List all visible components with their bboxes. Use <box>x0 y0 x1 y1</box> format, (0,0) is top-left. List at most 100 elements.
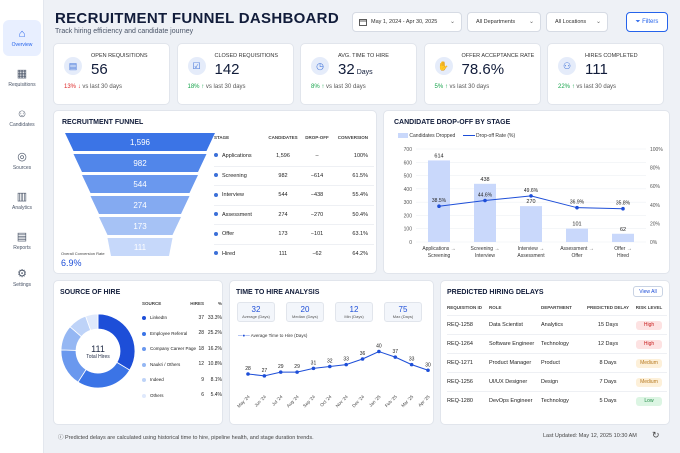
funnel-segment[interactable] <box>65 133 215 151</box>
cell-text: 33.3% <box>207 314 222 321</box>
risk-badge: High <box>636 320 662 330</box>
date-range-picker[interactable]: May 1, 2024 - Apr 30, 2025 ⌄ <box>352 12 462 32</box>
legend-line-icon: —●— <box>238 333 250 338</box>
tth-point[interactable] <box>426 368 430 373</box>
rate-point[interactable] <box>437 204 441 208</box>
rate-point[interactable] <box>575 205 579 210</box>
arrow-up-icon: ↑ <box>444 84 448 90</box>
tth-point[interactable] <box>295 370 299 374</box>
department-select[interactable]: All Departments ⌄ <box>467 12 541 32</box>
y2-tick-label: 100% <box>650 147 663 153</box>
sidebar-item-settings[interactable]: ⚙ Settings <box>3 260 41 296</box>
funnel-segment[interactable] <box>82 175 198 193</box>
date-range-label: May 1, 2024 - Apr 30, 2025 <box>371 19 438 25</box>
sidebar-item-analytics[interactable]: ▥ Analytics <box>3 183 41 219</box>
stage-dot-icon <box>214 153 218 158</box>
view-all-button[interactable]: View All <box>633 286 663 297</box>
x-tick-label: Offer <box>571 253 582 259</box>
tth-point[interactable] <box>262 374 267 378</box>
filter-icon: ⏷ <box>635 19 643 25</box>
tth-point[interactable] <box>278 370 283 374</box>
location-label: All Locations <box>555 19 587 25</box>
cell-text: Hired <box>222 250 236 257</box>
legend-line-swatch <box>462 135 475 137</box>
funnel-segment[interactable] <box>107 238 173 256</box>
tth-point[interactable] <box>393 355 398 359</box>
bar-value-label: 101 <box>572 222 581 228</box>
kpi-change-note: vs last 30 days <box>576 84 617 90</box>
dropoff-bar[interactable] <box>612 233 634 242</box>
table-row[interactable]: REQ-1280 DevOps Engineer Technology 5 Days L… <box>447 391 667 410</box>
table-row[interactable]: REQ-1256 UI/UX Designer Design 7 Days Medium <box>447 372 667 391</box>
tth-point[interactable] <box>360 357 365 361</box>
kpi-value: 142 <box>215 61 240 78</box>
sidebar-item-requisitions[interactable]: ▦ Requisitions <box>3 60 41 96</box>
tth-point[interactable] <box>409 362 414 367</box>
rate-point[interactable] <box>483 198 487 203</box>
cell-text: 28 <box>198 330 204 337</box>
table-cell: UI/UX Designer <box>489 379 528 385</box>
sidebar-item-candidates[interactable]: ☺ Candidates <box>3 100 41 136</box>
dropoff-title: CANDIDATE DROP-OFF BY STAGE <box>394 119 511 126</box>
donut-slice[interactable] <box>77 361 131 389</box>
funnel-value: 1,596 <box>130 138 151 147</box>
footer-note-text: Predicted delays are calculated using hi… <box>65 435 314 441</box>
dropoff-bar[interactable] <box>520 206 542 242</box>
table-cell: Medium <box>631 358 667 368</box>
stage-cell: Applications <box>214 153 266 159</box>
cell-text: 173 <box>278 231 288 238</box>
bar-value-label: 270 <box>526 199 535 205</box>
delays-title: PREDICTED HIRING DELAYS <box>447 289 544 296</box>
bar-value-label: 614 <box>434 153 443 159</box>
tth-point[interactable] <box>311 366 316 371</box>
handshake-icon: ✋ <box>434 57 453 75</box>
tth-point[interactable] <box>328 364 332 369</box>
sidebar-item-sources[interactable]: ◎ Sources <box>3 143 41 179</box>
column-header: DEPARTMENT <box>541 305 572 310</box>
table-cell: Data Scientist <box>489 322 523 328</box>
x-tick-label: Sep '24 <box>302 394 317 409</box>
kpi-label: Hires Completed <box>585 53 638 59</box>
donut-slice[interactable] <box>85 313 99 331</box>
dropoff-bar[interactable] <box>566 228 588 242</box>
tth-point[interactable] <box>344 362 348 367</box>
source-table-header: SOURCE HIRES% <box>142 301 222 306</box>
rate-point[interactable] <box>621 206 625 211</box>
x-tick-label: Apr '25 <box>417 394 431 408</box>
delays-table-header: REQUISITION ID ROLE DEPARTMENT PREDICTED DE… <box>447 305 667 310</box>
donut-slice[interactable] <box>97 313 136 371</box>
x-tick-label: Oct '24 <box>319 394 333 408</box>
legend-swatch <box>142 331 146 336</box>
dropoff-legend: Candidates Dropped Drop-off Rate (%) <box>398 133 515 139</box>
y-tick-label: 500 <box>404 174 413 180</box>
funnel-segment[interactable] <box>99 217 181 235</box>
table-row[interactable]: REQ-1264 Software Engineer Technology 12 Da… <box>447 334 667 353</box>
refresh-icon[interactable]: ↻ <box>652 430 660 440</box>
tth-point[interactable] <box>246 372 250 376</box>
rate-point[interactable] <box>529 194 533 198</box>
funnel-segment[interactable] <box>90 196 190 214</box>
table-cell: Low <box>631 396 667 406</box>
x-tick-label: Dec '24 <box>351 394 366 409</box>
table-cell: 10.8% <box>204 361 222 367</box>
cell-text: Others <box>150 392 164 398</box>
kpi-change: 18% ↑ vs last 30 days <box>188 84 246 90</box>
table-cell: 982 <box>266 173 300 179</box>
table-row[interactable]: REQ-1271 Product Manager Product 8 Days Medi… <box>447 353 667 372</box>
tth-point[interactable] <box>377 349 381 354</box>
location-select[interactable]: All Locations ⌄ <box>546 12 608 32</box>
risk-badge: Medium <box>636 358 662 368</box>
table-row[interactable]: REQ-1258 Data Scientist Analytics 15 Days Hi… <box>447 315 667 334</box>
funnel-segment[interactable] <box>73 154 207 172</box>
dropoff-bar[interactable] <box>474 183 496 242</box>
sidebar-item-reports[interactable]: ▤ Reports <box>3 223 41 259</box>
table-cell: Technology <box>541 398 569 404</box>
sidebar-item-label: Sources <box>12 165 32 171</box>
table-cell: 33.3% <box>204 315 222 321</box>
filters-button[interactable]: ⏷ Filters <box>626 12 668 32</box>
dropoff-chart: 0 100 200 300 400 500 600 700 0% 20% 40% 60% 80% 100%… <box>404 147 664 259</box>
dropoff-bar[interactable] <box>428 160 450 242</box>
clock-icon: ◷ <box>311 57 329 75</box>
sidebar-item-label: Reports <box>13 245 31 251</box>
sidebar-item-overview[interactable]: ⌂ Overview <box>3 20 41 56</box>
